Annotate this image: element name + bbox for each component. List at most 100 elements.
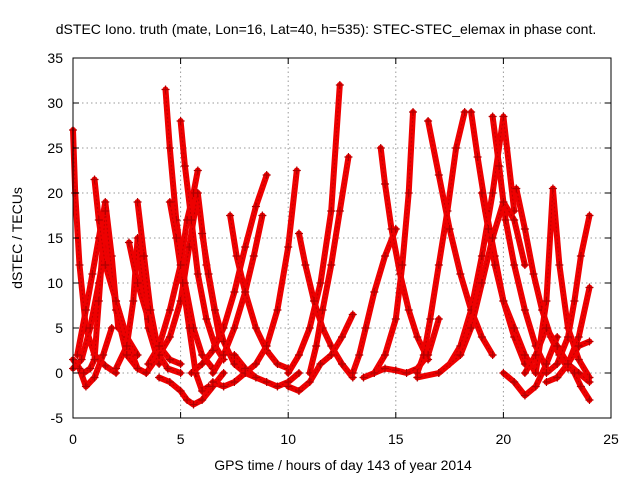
data-point (273, 306, 282, 314)
data-point (553, 373, 562, 382)
data-point (88, 270, 97, 278)
data-point (77, 355, 86, 364)
data-point (490, 261, 499, 269)
data-point (391, 315, 400, 323)
series-line (306, 154, 352, 376)
data-point (133, 279, 142, 287)
data-point (338, 360, 346, 368)
data-point (409, 108, 418, 116)
y-tick-label: 25 (47, 140, 63, 156)
data-point (90, 355, 99, 364)
data-point (381, 364, 390, 373)
data-point (178, 279, 187, 287)
data-point (176, 387, 185, 395)
data-point (90, 373, 99, 382)
data-point (189, 400, 198, 409)
data-point (445, 225, 454, 233)
data-point (165, 198, 174, 206)
data-point (424, 117, 433, 125)
series-group (69, 81, 594, 409)
data-point (176, 117, 185, 125)
y-tick-label: 20 (47, 185, 63, 201)
series-marker-trace (545, 215, 590, 374)
data-point (129, 297, 138, 305)
data-point (294, 229, 303, 238)
data-point (75, 261, 84, 269)
series-marker-trace (212, 170, 298, 387)
data-point (531, 369, 540, 377)
data-point (262, 378, 271, 386)
series-marker-trace (190, 174, 268, 374)
data-point (542, 369, 551, 377)
data-point (348, 310, 357, 319)
data-point (370, 288, 379, 296)
x-tick-label: 5 (177, 431, 185, 447)
data-point (230, 324, 239, 332)
series-marker-trace (137, 201, 182, 374)
data-point (477, 189, 486, 197)
data-point (499, 112, 508, 121)
data-point (473, 153, 482, 161)
data-point (574, 333, 583, 341)
data-point (404, 189, 413, 197)
data-point (101, 207, 110, 215)
data-point (133, 198, 142, 206)
y-tick-label: 5 (55, 320, 63, 336)
data-point (262, 171, 271, 179)
x-tick-label: 15 (388, 431, 404, 447)
data-point (81, 306, 90, 314)
data-point (520, 351, 529, 359)
data-point (529, 270, 538, 278)
series-marker-trace (352, 228, 397, 374)
series-marker-trace (158, 372, 225, 405)
data-point (510, 261, 519, 269)
data-point (161, 85, 170, 94)
data-point (553, 342, 562, 350)
data-point (512, 184, 521, 193)
data-point (376, 144, 385, 152)
data-point (101, 261, 110, 269)
data-point (163, 364, 172, 373)
series-line (565, 361, 593, 403)
data-point (531, 351, 540, 359)
data-point (172, 234, 181, 242)
data-point (495, 162, 504, 170)
data-point (208, 369, 217, 377)
data-point (327, 261, 336, 269)
data-point (413, 373, 422, 382)
data-point (86, 364, 95, 373)
data-point (510, 216, 519, 224)
data-point (99, 351, 108, 359)
data-point (585, 378, 594, 386)
series-marker-trace (287, 84, 341, 374)
data-point (312, 342, 321, 350)
data-point (327, 207, 336, 215)
data-point (75, 364, 84, 373)
data-point (251, 373, 260, 382)
data-point (305, 378, 314, 386)
data-point (413, 333, 422, 341)
data-point (79, 369, 88, 377)
data-point (531, 382, 540, 391)
data-point (576, 252, 585, 260)
data-point (101, 198, 110, 206)
x-tick-label: 10 (280, 431, 296, 447)
data-point (211, 306, 220, 314)
data-point (219, 382, 228, 391)
series-line (285, 82, 343, 376)
series-marker-trace (363, 318, 440, 378)
data-point (183, 396, 192, 404)
data-point (355, 351, 364, 359)
data-point (230, 360, 239, 368)
data-point (316, 360, 325, 368)
data-point (570, 297, 579, 305)
data-point (563, 360, 572, 368)
series-marker-trace (212, 215, 263, 374)
data-point (477, 333, 486, 341)
data-point (165, 378, 174, 386)
data-point (187, 216, 196, 224)
data-point (294, 387, 303, 395)
data-point (499, 369, 508, 377)
data-point (112, 364, 121, 373)
data-point (226, 211, 235, 220)
